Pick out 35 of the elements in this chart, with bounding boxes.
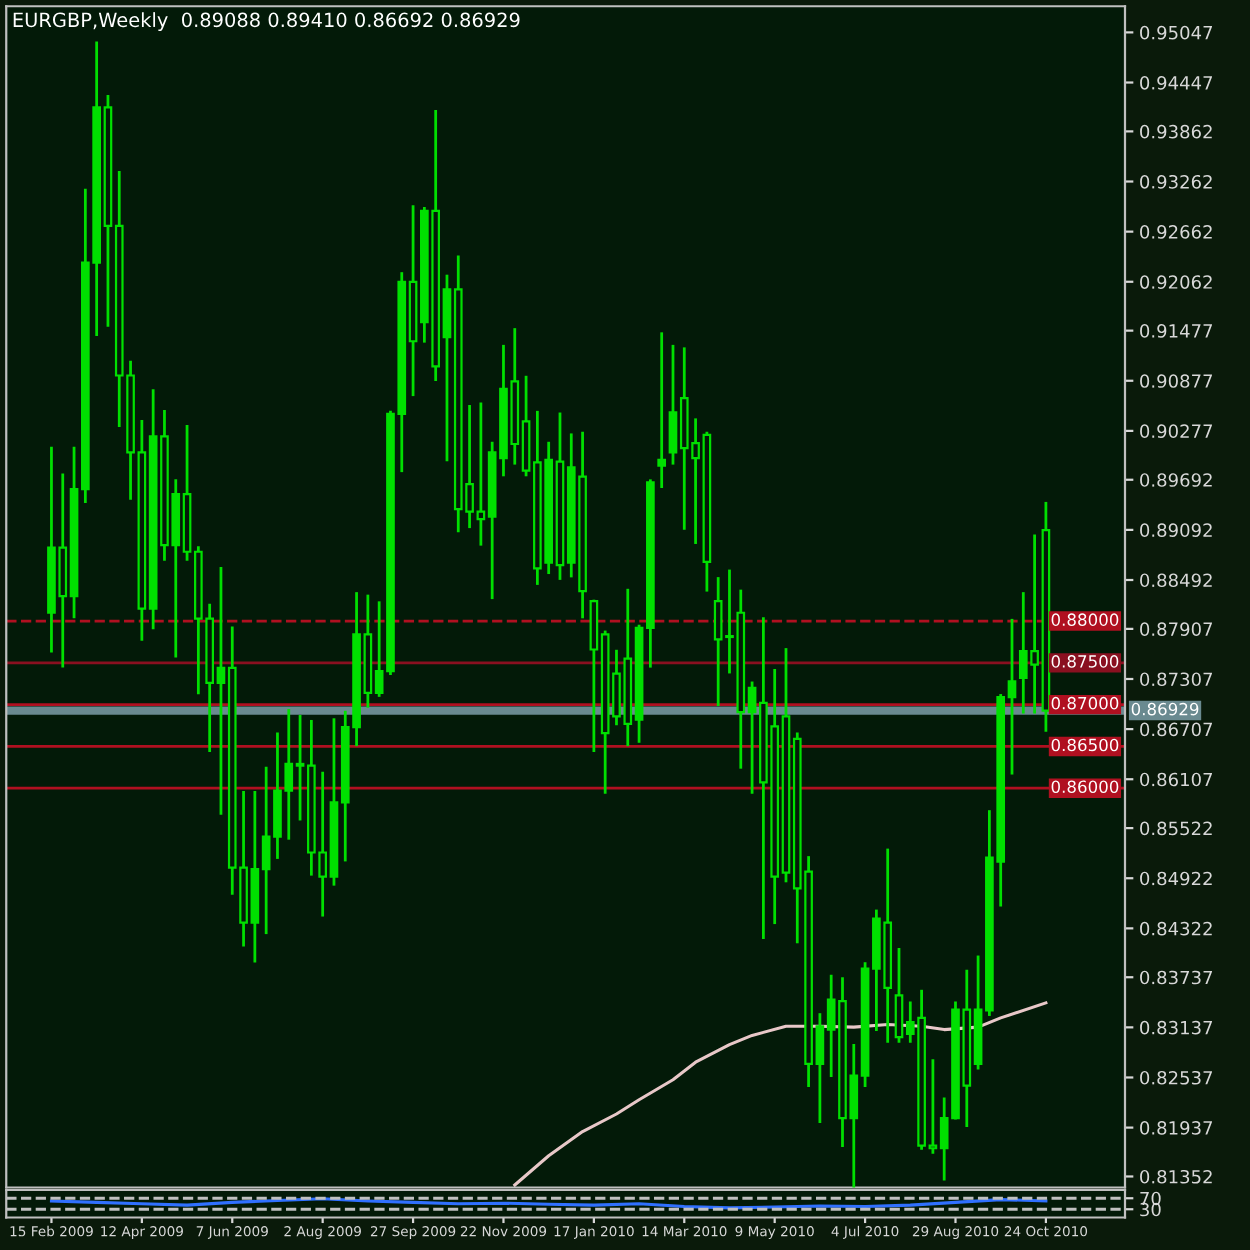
- y-tick-label: 0.83737: [1140, 970, 1213, 985]
- chart-title: EURGBP,Weekly 0.89088 0.89410 0.86692 0.86929: [13, 12, 520, 31]
- ref-line-label: 0.86000: [1051, 780, 1119, 794]
- y-tick-label: 0.90277: [1140, 424, 1213, 438]
- y-tick-label: 0.81352: [1140, 1169, 1212, 1184]
- y-tick-label: 70: [1140, 1191, 1161, 1206]
- y-tick-label: 0.92062: [1140, 275, 1212, 289]
- ref-line-label: 0.87500: [1051, 655, 1119, 668]
- y-tick-label: 0.81937: [1140, 1121, 1213, 1135]
- y-tick-label: 0.87307: [1140, 672, 1213, 687]
- y-tick-label: 0.82537: [1140, 1070, 1213, 1085]
- y-tick-label: 0.86707: [1140, 722, 1213, 737]
- y-tick-label: 0.95047: [1140, 25, 1213, 40]
- line-series: [513, 1001, 1048, 1187]
- ref-line-label: 0.86500: [1051, 738, 1119, 752]
- y-tick-label: 30: [1140, 1202, 1161, 1217]
- y-tick-label: 0.87907: [1140, 622, 1213, 636]
- y-tick-label: 0.84922: [1140, 871, 1212, 886]
- y-tick-label: 0.92662: [1140, 225, 1212, 239]
- y-tick-label: 0.93862: [1140, 124, 1212, 139]
- ref-line-label: 0.88000: [1051, 613, 1119, 626]
- y-tick-label: 0.85522: [1140, 821, 1212, 836]
- candlestick: [657, 332, 667, 488]
- ref-line-label: 0.87000: [1051, 696, 1119, 710]
- y-tick-label: 0.94447: [1140, 75, 1213, 90]
- ref-line-label: 0.86929: [1131, 702, 1199, 716]
- y-tick-label: 0.88492: [1140, 573, 1212, 588]
- y-tick-label: 0.89692: [1140, 473, 1212, 487]
- y-tick-label: 0.84322: [1140, 921, 1212, 936]
- y-tick-label: 0.93262: [1140, 174, 1212, 189]
- y-tick-label: 0.83137: [1140, 1020, 1213, 1035]
- y-tick-label: 0.91477: [1140, 324, 1213, 338]
- y-tick-label: 0.90877: [1140, 374, 1213, 388]
- y-tick-label: 0.89092: [1140, 523, 1212, 537]
- y-tick-label: 0.86107: [1140, 772, 1213, 787]
